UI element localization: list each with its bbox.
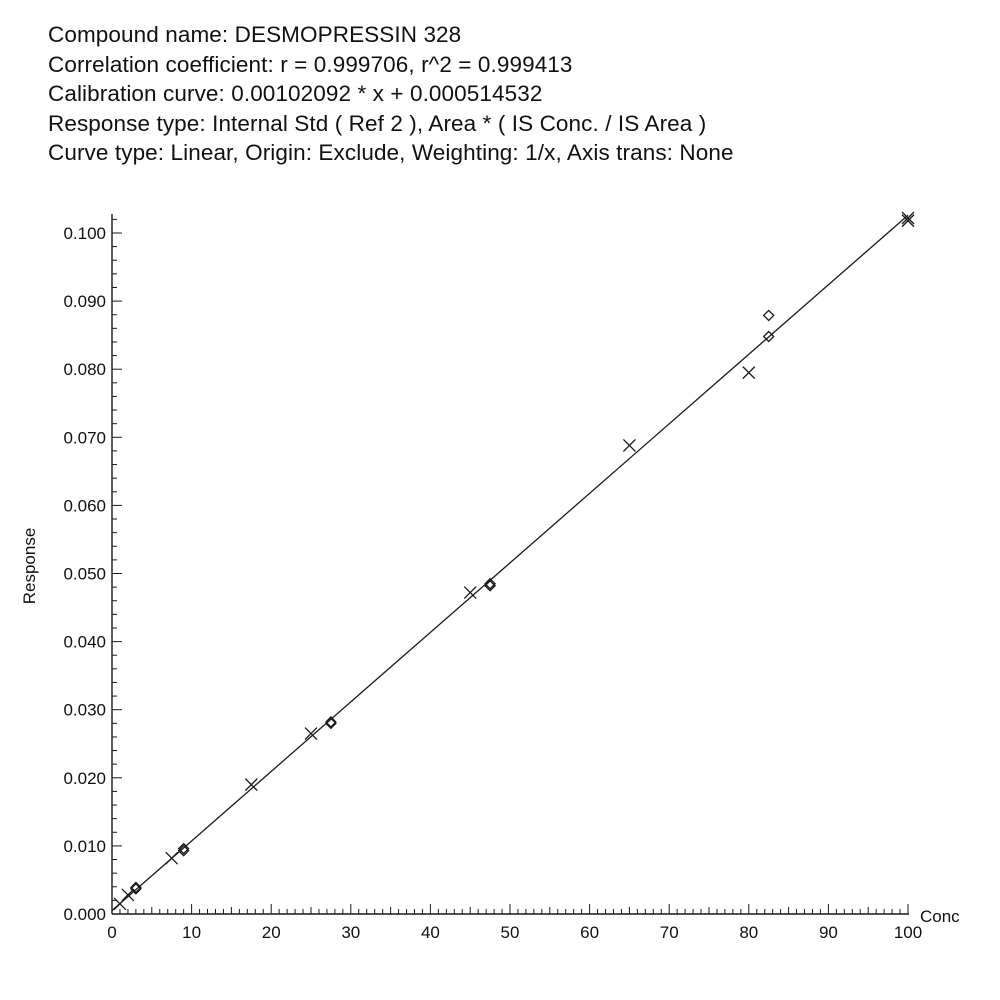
y-tick-label: 0.060 (63, 496, 106, 515)
correlation-coefficient-line: Correlation coefficient: r = 0.999706, r… (48, 51, 573, 77)
cross-stroke (463, 586, 477, 600)
cross-point (622, 439, 636, 452)
y-tick-label: 0.090 (63, 292, 106, 311)
cross-point (463, 586, 477, 600)
x-tick-label: 100 (894, 923, 922, 942)
cross-point (901, 211, 915, 225)
compound-name-line: Compound name: DESMOPRESSIN 328 (48, 22, 462, 47)
cross-point (304, 727, 318, 740)
diamond-point (324, 717, 337, 730)
cross-point (121, 888, 135, 902)
diamond-point (762, 309, 775, 322)
cross-stroke (901, 211, 915, 225)
data-points (113, 211, 915, 911)
cross-stroke (901, 214, 915, 228)
diamond-point (484, 579, 497, 592)
x-tick-label: 10 (182, 923, 201, 942)
x-axis-title: Conc (920, 907, 960, 926)
x-tick-label: 20 (262, 923, 281, 942)
curve-type-line: Curve type: Linear, Origin: Exclude, Wei… (48, 140, 734, 165)
cross-stroke (622, 439, 636, 452)
diamond-point (129, 881, 142, 894)
y-tick-label: 0.070 (63, 428, 106, 447)
y-tick-label: 0.100 (63, 224, 106, 243)
cross-stroke (304, 727, 318, 740)
diamond-point (484, 577, 497, 590)
x-tick-label: 0 (107, 923, 116, 942)
y-axis-title: Response (20, 528, 39, 605)
cross-stroke (121, 888, 135, 902)
y-tick-label: 0.050 (63, 565, 106, 584)
y-tick-label: 0.010 (63, 837, 106, 856)
diamond-point (129, 882, 142, 895)
y-tick-label: 0.000 (63, 905, 106, 924)
diamond-point (177, 842, 190, 855)
cross-stroke (742, 366, 756, 380)
y-tick-label: 0.020 (63, 769, 106, 788)
diamond-point (324, 716, 337, 728)
diamond-point (762, 330, 775, 343)
y-tick-label: 0.040 (63, 633, 106, 652)
y-tick-label: 0.080 (63, 360, 106, 379)
response-type-line: Response type: Internal Std ( Ref 2 ), A… (48, 110, 707, 136)
chart-header: Compound name: DESMOPRESSIN 328 Correlat… (48, 20, 988, 168)
x-tick-label: 40 (421, 923, 440, 942)
axes: 0 10 20 30 40 50 60 70 80 90 100 0.000 0.010 0.020 0.0… (63, 214, 922, 942)
x-tick-label: 50 (501, 923, 520, 942)
cross-point (165, 851, 179, 865)
x-tick-label: 60 (580, 923, 599, 942)
x-tick-label: 30 (341, 923, 360, 942)
cross-point (901, 214, 915, 228)
diamond-point (177, 844, 190, 857)
x-tick-label: 80 (739, 923, 758, 942)
cross-stroke (244, 778, 258, 792)
x-tick-label: 70 (660, 923, 679, 942)
cross-point (244, 778, 258, 792)
cross-stroke (165, 851, 179, 865)
x-tick-label: 90 (819, 923, 838, 942)
calibration-curve-line: Calibration curve: 0.00102092 * x + 0.00… (48, 81, 543, 106)
cross-point (742, 366, 756, 380)
fit-line-group (111, 214, 909, 911)
calibration-fit-line (111, 214, 909, 911)
y-tick-label: 0.030 (63, 701, 106, 720)
